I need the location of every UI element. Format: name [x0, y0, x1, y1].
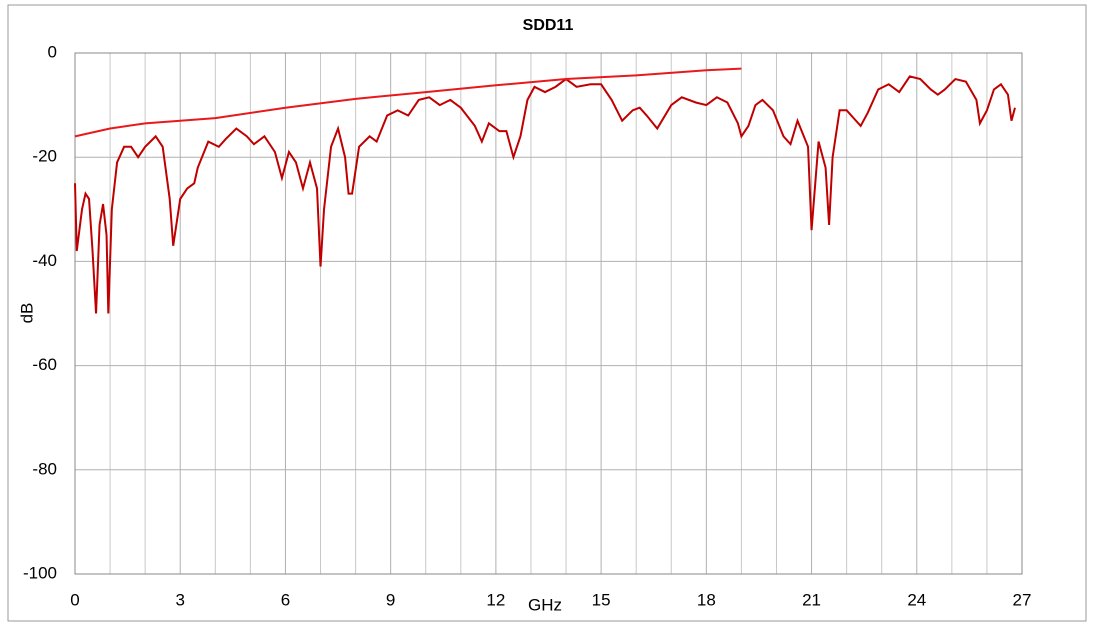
- x-axis-label: GHz: [528, 595, 562, 614]
- x-tick-label: 3: [175, 590, 184, 609]
- x-tick-label: 12: [486, 590, 505, 609]
- y-tick-label: -100: [23, 563, 57, 582]
- series-line: [74, 75, 1016, 314]
- y-tick-label: -20: [32, 147, 57, 166]
- x-tick-label: 15: [592, 590, 611, 609]
- plot-border: [74, 52, 1023, 575]
- chart-border: [7, 4, 1087, 622]
- y-tick-label: -80: [32, 459, 57, 478]
- chart-title: SDD11: [523, 17, 574, 34]
- x-tick-label: 21: [802, 590, 821, 609]
- y-axis-label: dB: [17, 303, 36, 324]
- series-line: [74, 67, 742, 138]
- x-tick-label: 18: [697, 590, 716, 609]
- y-tick-label: -60: [32, 355, 57, 374]
- x-tick-label: 27: [1013, 590, 1032, 609]
- x-tick-label: 24: [907, 590, 926, 609]
- y-tick-label: 0: [48, 42, 57, 61]
- y-tick-label: -40: [32, 251, 57, 270]
- x-tick-label: 9: [386, 590, 395, 609]
- x-tick-label: 0: [70, 590, 79, 609]
- x-tick-label: 6: [281, 590, 290, 609]
